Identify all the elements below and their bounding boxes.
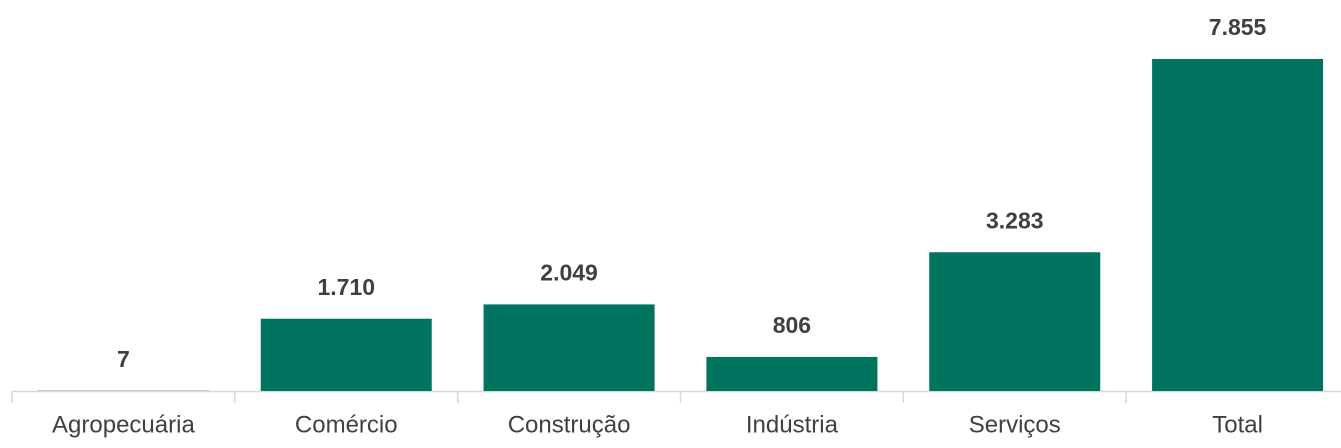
x-tick-label: Total	[1212, 411, 1263, 438]
bar	[1152, 59, 1324, 391]
value-label: 2.049	[540, 259, 598, 285]
value-label: 7	[117, 346, 130, 372]
x-tick-label: Construção	[508, 411, 631, 438]
value-label: 806	[773, 312, 811, 338]
value-label: 1.710	[317, 274, 375, 300]
bar	[260, 318, 432, 391]
bar	[483, 304, 655, 391]
bar	[706, 356, 878, 391]
value-label: 7.855	[1209, 14, 1267, 40]
x-tick-label: Serviços	[969, 411, 1061, 438]
x-tick-label: Indústria	[746, 411, 839, 438]
x-tick-label: Agropecuária	[52, 411, 195, 438]
bar	[929, 252, 1101, 391]
x-tick-label: Comércio	[295, 411, 398, 438]
value-label: 3.283	[986, 207, 1044, 233]
